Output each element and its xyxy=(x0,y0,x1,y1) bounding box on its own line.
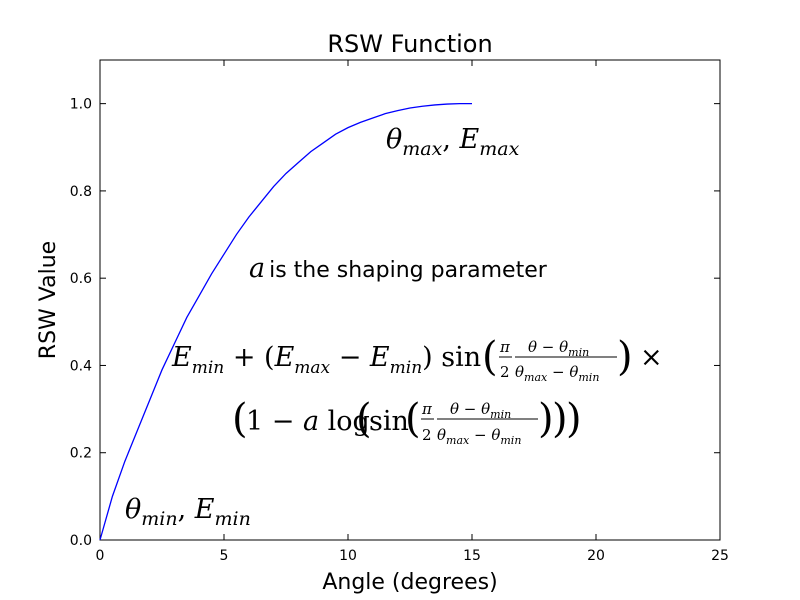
y-tick-label: 0.8 xyxy=(70,184,92,200)
svg-text:(: ( xyxy=(482,334,498,380)
x-tick-label: 20 xyxy=(587,548,605,564)
plot-area xyxy=(99,59,721,541)
svg-text:θ − θmin: θ − θmin xyxy=(450,400,511,421)
svg-text:sin: sin xyxy=(369,406,409,437)
series-group xyxy=(99,102,472,541)
svg-text:Emin + (Emax − Emin) sin: Emin + (Emax − Emin) sin xyxy=(171,342,481,378)
svg-text:): ) xyxy=(538,396,554,442)
tick-group: 0 5 10 15 20 25 0.0 0.2 0.4 0.6 0.8 1.0 xyxy=(70,60,729,564)
y-axis-label: RSW Value xyxy=(36,241,61,359)
x-tick-label: 25 xyxy=(711,548,729,564)
svg-text:(: ( xyxy=(356,396,372,442)
svg-text:): ) xyxy=(552,396,568,442)
x-tick-label: 0 xyxy=(96,548,105,564)
svg-text:): ) xyxy=(566,396,582,442)
svg-text:1 − a log: 1 − a log xyxy=(246,406,370,437)
svg-text:×: × xyxy=(640,342,663,373)
y-tick-label: 0.0 xyxy=(70,533,92,549)
x-tick-label: 10 xyxy=(339,548,357,564)
annotation-shaping: a is the shaping parameter xyxy=(249,253,548,284)
formula-line-2: ( 1 − a log ( sin ( π 2 θ − θmin θmax − … xyxy=(232,396,582,447)
svg-text:θmax − θmin: θmax − θmin xyxy=(515,363,599,384)
svg-text:π: π xyxy=(499,338,511,356)
y-tick-label: 0.6 xyxy=(70,271,92,287)
y-tick-label: 0.4 xyxy=(70,358,92,374)
y-tick-label: 0.2 xyxy=(70,446,92,462)
svg-text:π: π xyxy=(421,400,433,418)
formula-line-1: Emin + (Emax − Emin) sin ( π 2 θ − θmin … xyxy=(171,334,663,384)
x-tick-label: 5 xyxy=(220,548,229,564)
annotation-max: θmax, Emax xyxy=(386,124,520,160)
x-tick-label: 15 xyxy=(463,548,481,564)
series-line xyxy=(99,102,472,541)
annotation-min: θmin, Emin xyxy=(125,494,251,530)
svg-text:(: ( xyxy=(232,396,248,442)
y-tick-label: 1.0 xyxy=(70,97,92,113)
svg-text:θmax − θmin: θmax − θmin xyxy=(437,426,521,447)
x-axis-label: Angle (degrees) xyxy=(322,570,497,595)
svg-text:2: 2 xyxy=(422,426,432,444)
svg-text:2: 2 xyxy=(500,363,510,381)
chart-title: RSW Function xyxy=(327,30,492,58)
svg-text:): ) xyxy=(617,334,633,380)
svg-text:(: ( xyxy=(405,396,421,442)
svg-text:θ − θmin: θ − θmin xyxy=(528,338,589,359)
